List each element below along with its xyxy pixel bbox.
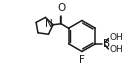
Text: OH: OH (109, 33, 123, 42)
Text: O: O (57, 3, 65, 13)
Text: N: N (45, 19, 53, 29)
Text: F: F (79, 55, 85, 65)
Text: B: B (103, 39, 110, 49)
Text: OH: OH (109, 45, 123, 54)
